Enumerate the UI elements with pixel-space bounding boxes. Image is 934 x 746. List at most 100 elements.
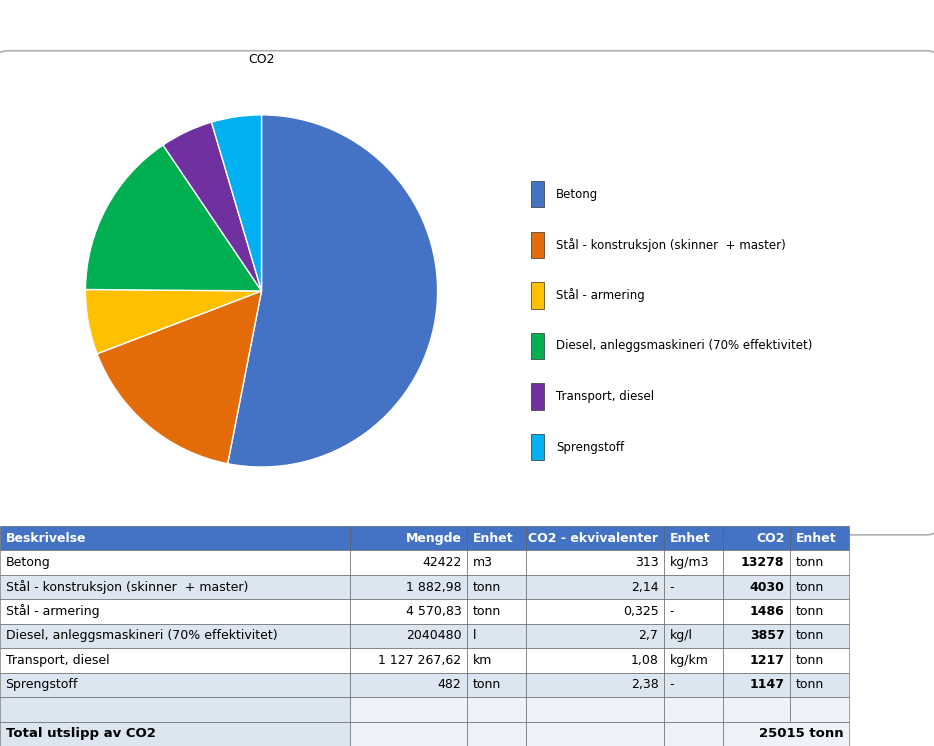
Bar (664, 575, 723, 599)
Bar (790, 648, 849, 673)
Text: m3: m3 (473, 556, 492, 569)
Text: 2,7: 2,7 (639, 630, 658, 642)
Bar (723, 697, 790, 721)
Bar (0, 575, 350, 599)
Bar (350, 575, 467, 599)
Text: 0,325: 0,325 (623, 605, 658, 618)
Bar (350, 648, 467, 673)
Bar (0, 526, 350, 551)
Text: Transport, diesel: Transport, diesel (6, 654, 109, 667)
Text: 2,38: 2,38 (630, 678, 658, 692)
Text: Beskrivelse: Beskrivelse (6, 532, 86, 545)
Bar (723, 599, 790, 624)
Bar (526, 599, 664, 624)
Bar (790, 551, 849, 575)
Bar (531, 181, 545, 207)
Wedge shape (97, 291, 262, 464)
Bar (467, 697, 526, 721)
Text: km: km (473, 654, 492, 667)
Text: Transport, diesel: Transport, diesel (557, 390, 655, 403)
Bar (350, 599, 467, 624)
Bar (664, 624, 723, 648)
Bar (350, 721, 467, 746)
Bar (0, 697, 350, 721)
Text: 1217: 1217 (750, 654, 785, 667)
Bar (664, 551, 723, 575)
Text: CO2 - ekvivalenter: CO2 - ekvivalenter (529, 532, 658, 545)
Wedge shape (211, 115, 262, 291)
Bar (0, 599, 350, 624)
Bar (723, 551, 790, 575)
Text: l: l (473, 630, 476, 642)
Bar (350, 624, 467, 648)
Text: Stål - konstruksjon (skinner  + master): Stål - konstruksjon (skinner + master) (557, 238, 786, 251)
Text: kg/m3: kg/m3 (670, 556, 709, 569)
Text: -: - (670, 580, 674, 594)
Text: Stål - armering: Stål - armering (557, 289, 645, 302)
Text: Sprengstoff: Sprengstoff (557, 441, 625, 454)
Bar (526, 575, 664, 599)
Text: tonn: tonn (796, 630, 824, 642)
Bar (664, 721, 723, 746)
Bar (526, 648, 664, 673)
Text: CO2: CO2 (756, 532, 785, 545)
Text: -: - (670, 678, 674, 692)
Bar (350, 551, 467, 575)
Text: Total utslipp av CO2: Total utslipp av CO2 (6, 727, 155, 740)
Bar (531, 383, 545, 410)
Bar (790, 526, 849, 551)
Text: kg/l: kg/l (670, 630, 693, 642)
Text: 482: 482 (438, 678, 461, 692)
Text: Betong: Betong (6, 556, 50, 569)
Text: 4030: 4030 (750, 580, 785, 594)
Bar (526, 624, 664, 648)
Text: kg/km: kg/km (670, 654, 709, 667)
Text: Diesel, anleggsmaskineri (70% effektivitet): Diesel, anleggsmaskineri (70% effektivit… (557, 339, 813, 352)
Bar (664, 599, 723, 624)
Text: 13278: 13278 (741, 556, 785, 569)
Bar (723, 648, 790, 673)
Text: 1 127 267,62: 1 127 267,62 (378, 654, 461, 667)
Bar (790, 599, 849, 624)
Bar (664, 648, 723, 673)
Bar (526, 551, 664, 575)
Wedge shape (86, 145, 262, 291)
Text: Sprengstoff: Sprengstoff (6, 678, 78, 692)
Bar (790, 673, 849, 697)
Text: Enhet: Enhet (670, 532, 710, 545)
Bar (0, 551, 350, 575)
Text: Mengde: Mengde (405, 532, 461, 545)
Bar (467, 624, 526, 648)
Text: 4 570,83: 4 570,83 (405, 605, 461, 618)
Bar (723, 575, 790, 599)
Bar (467, 526, 526, 551)
Text: 1,08: 1,08 (630, 654, 658, 667)
Text: -: - (670, 605, 674, 618)
Bar (467, 599, 526, 624)
Bar (467, 721, 526, 746)
Text: 1 882,98: 1 882,98 (405, 580, 461, 594)
Bar (723, 673, 790, 697)
Bar (531, 282, 545, 309)
Text: Stål - konstruksjon (skinner  + master): Stål - konstruksjon (skinner + master) (6, 580, 248, 594)
Text: CO2 Kalkulator: CO2 Kalkulator (367, 16, 567, 40)
Text: tonn: tonn (796, 556, 824, 569)
Bar (531, 434, 545, 460)
Bar (664, 697, 723, 721)
Text: Enhet: Enhet (473, 532, 513, 545)
Bar (467, 648, 526, 673)
Bar (0, 673, 350, 697)
Bar (467, 673, 526, 697)
Bar (467, 551, 526, 575)
Bar (350, 673, 467, 697)
Bar (350, 526, 467, 551)
Text: tonn: tonn (473, 605, 501, 618)
Bar (0, 648, 350, 673)
Bar (723, 526, 790, 551)
Bar (0, 624, 350, 648)
Wedge shape (163, 122, 262, 291)
Bar (790, 575, 849, 599)
Text: 42422: 42422 (422, 556, 461, 569)
Text: tonn: tonn (473, 580, 501, 594)
Bar (531, 231, 545, 258)
